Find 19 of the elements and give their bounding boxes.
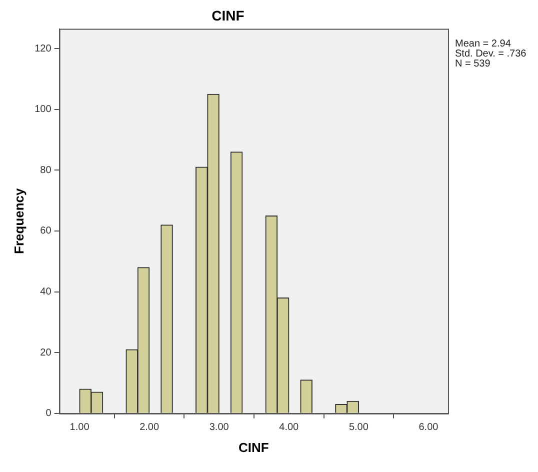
text: N = 539 — [455, 58, 491, 70]
x-tick-label: 4.00 — [279, 422, 300, 434]
text: Std. Dev. = .736 — [455, 48, 527, 60]
y-tick-label: 60 — [40, 226, 52, 237]
chart-title: CINF — [212, 7, 245, 24]
text: Mean = 2.94 — [455, 38, 512, 50]
x-axis-title: CINF — [238, 440, 269, 455]
x-tick-label: 5.00 — [348, 422, 369, 434]
y-tick-label: 0 — [46, 408, 52, 420]
x-tick-label: 1.00 — [70, 422, 90, 434]
y-tick-label: 120 — [34, 43, 52, 54]
y-tick-label: 100 — [34, 104, 52, 116]
y-tick-label: 20 — [40, 347, 52, 358]
x-tick-label: 2.00 — [140, 422, 160, 434]
x-tick-label: 6.00 — [418, 422, 439, 434]
y-tick-label: 40 — [40, 286, 52, 298]
y-tick-label: 80 — [40, 164, 52, 176]
y-axis-title: Frequency — [11, 187, 26, 254]
x-tick-label: 3.00 — [209, 422, 230, 434]
